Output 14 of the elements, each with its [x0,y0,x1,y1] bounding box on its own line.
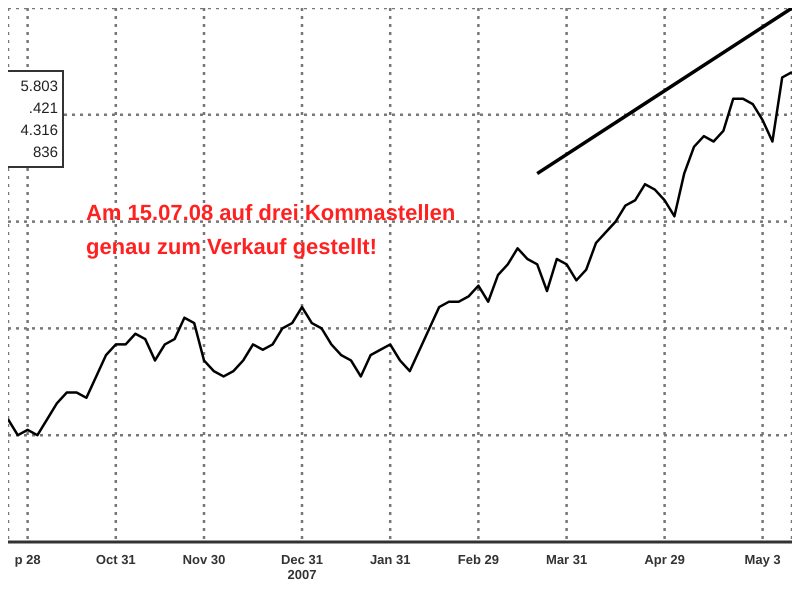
x-tick-label: Feb 29 [458,552,499,567]
annotation: Am 15.07.08 auf drei Kommastellen genau zum Verkauf gestellt! [86,199,456,261]
x-tick-label: Nov 30 [182,552,226,567]
x-tick-label: Oct 31 [96,552,136,567]
x-tick-label: May 3 [744,552,781,567]
annotation: .421 [28,99,58,119]
annotation: 4.316 [19,121,58,141]
x-tick-label: Mar 31 [546,552,588,567]
x-tick-label: Jan 31 [370,552,410,567]
annotation: 5.803 [19,77,58,97]
x-tick-label: p 28 [14,552,41,567]
annotation: 836 [32,143,58,163]
x-tick-label: Apr 29 [644,552,685,567]
x-tick-label: Dec 31 2007 [281,552,323,582]
